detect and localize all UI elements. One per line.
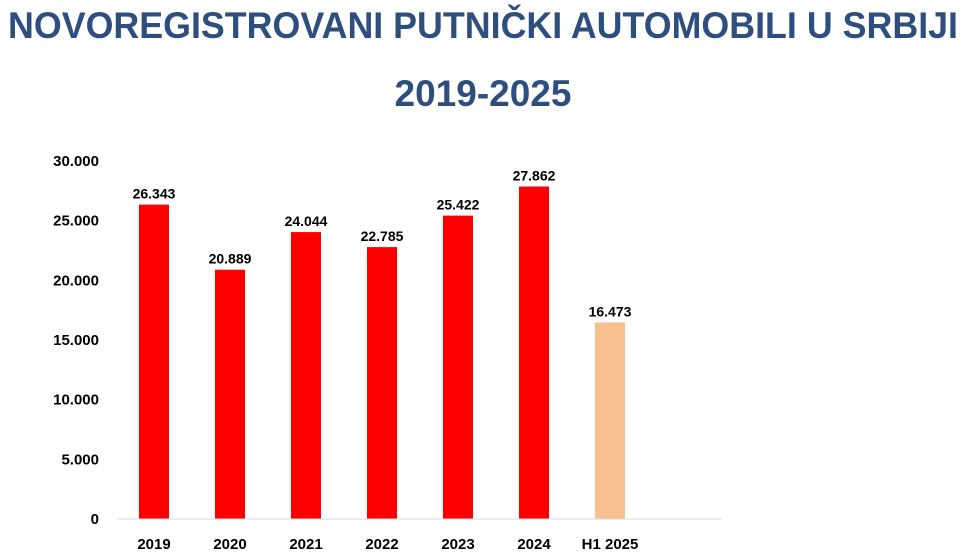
bar-value-label: 16.473 bbox=[589, 303, 632, 319]
x-axis: 2019 2020 2021 2022 2023 2024 H1 2025 bbox=[117, 518, 722, 553]
bar-h1-2025 bbox=[595, 322, 625, 519]
bar-value-label: 25.422 bbox=[437, 197, 480, 213]
bar-value-labels: 26.343 20.889 24.044 22.785 25.422 27.862 16.4… bbox=[133, 168, 632, 320]
x-tick-label: 2022 bbox=[365, 536, 398, 553]
bar-value-label: 24.044 bbox=[285, 213, 328, 229]
bar-2020 bbox=[215, 269, 245, 519]
bar-2022 bbox=[367, 247, 397, 519]
chart-title: NOVOREGISTROVANI PUTNIČKI AUTOMOBILI U S… bbox=[8, 4, 958, 46]
bar-value-label: 27.862 bbox=[513, 168, 556, 184]
y-tick-label: 20.000 bbox=[53, 272, 99, 289]
x-tick-label: 2019 bbox=[137, 536, 170, 553]
y-tick-label: 25.000 bbox=[53, 213, 99, 230]
bar-2021 bbox=[291, 232, 321, 519]
x-tick-label: 2020 bbox=[213, 536, 246, 553]
x-tick-label: 2024 bbox=[517, 536, 551, 553]
y-tick-label: 10.000 bbox=[53, 392, 99, 409]
x-tick-label: 2023 bbox=[441, 536, 474, 553]
y-axis: 0 5.000 10.000 15.000 20.000 25.000 30.000 bbox=[53, 153, 99, 528]
x-tick-label: 2021 bbox=[289, 536, 322, 553]
bar-2019 bbox=[139, 204, 169, 519]
x-tick-label: H1 2025 bbox=[582, 536, 639, 553]
bar-value-label: 26.343 bbox=[133, 186, 176, 202]
bar-2023 bbox=[443, 215, 473, 519]
bar-2024 bbox=[519, 186, 549, 519]
chart-subtitle: 2019-2025 bbox=[395, 73, 572, 114]
bar-value-label: 20.889 bbox=[209, 251, 252, 267]
y-tick-label: 5.000 bbox=[61, 451, 99, 468]
y-tick-label: 15.000 bbox=[53, 332, 99, 349]
bars bbox=[139, 186, 625, 519]
bar-value-label: 22.785 bbox=[361, 228, 404, 244]
y-tick-label: 0 bbox=[91, 511, 99, 528]
y-tick-label: 30.000 bbox=[53, 153, 99, 170]
